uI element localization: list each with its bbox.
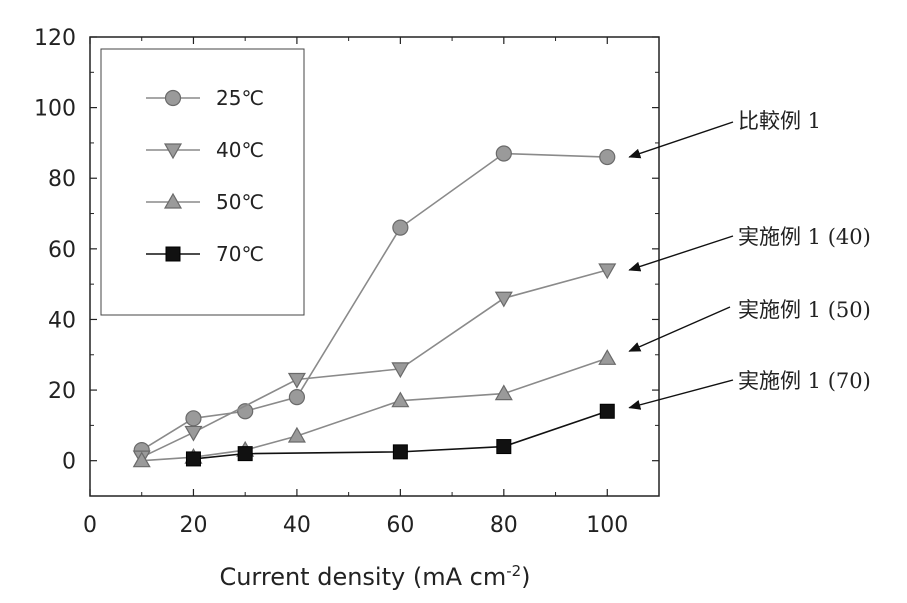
- data-point: [237, 446, 253, 462]
- data-point: [496, 439, 512, 455]
- x-tick-label: 0: [83, 513, 97, 538]
- y-tick-label: 120: [34, 26, 76, 51]
- data-point: [598, 263, 617, 280]
- annotation-arrow: [628, 235, 734, 272]
- annotation-label: 実施例 1 (50): [738, 298, 871, 322]
- series-2: [132, 349, 617, 468]
- series-line: [141, 269, 608, 458]
- x-tick-label: 40: [283, 513, 311, 538]
- y-tick-label: 80: [48, 167, 76, 192]
- y-tick-label: 40: [48, 308, 76, 333]
- data-point: [185, 451, 201, 467]
- series-3: [185, 403, 615, 467]
- data-point: [599, 403, 615, 419]
- legend-label: 40℃: [216, 138, 264, 162]
- legend-marker: [165, 246, 181, 262]
- data-point: [288, 389, 306, 406]
- legend-marker: [163, 143, 183, 160]
- axis-ticks: 0 20 40 60 80 100 0 20 40 60 80 100 120: [34, 26, 659, 538]
- data-point: [287, 372, 306, 389]
- annotation-label: 実施例 1 (70): [738, 369, 871, 393]
- legend: 25℃ 40℃ 50℃ 70℃: [100, 48, 305, 316]
- legend-label: 50℃: [216, 190, 264, 214]
- y-tick-label: 60: [48, 238, 76, 263]
- annotation-arrow: [628, 121, 734, 159]
- legend-box: [100, 48, 305, 316]
- legend-label: 70℃: [216, 242, 264, 266]
- annotation-arrow: [628, 306, 731, 352]
- x-tick-label: 100: [586, 513, 628, 538]
- x-axis-title-close: ): [521, 563, 530, 591]
- y-tick-label: 0: [62, 450, 76, 475]
- legend-marker: [164, 89, 182, 107]
- legend-marker: [163, 192, 183, 209]
- data-point: [598, 349, 617, 365]
- data-point: [184, 425, 203, 442]
- x-tick-label: 20: [179, 513, 207, 538]
- plot-frame: [89, 36, 660, 497]
- data-point: [391, 362, 410, 379]
- y-tick-label: 100: [34, 97, 76, 122]
- legend-label: 25℃: [216, 86, 264, 110]
- data-point: [287, 426, 306, 443]
- y-tick-label: 20: [48, 379, 76, 404]
- x-tick-label: 60: [386, 513, 414, 538]
- data-point: [132, 451, 151, 468]
- series-line: [141, 357, 608, 462]
- data-point: [392, 444, 408, 460]
- x-tick-label: 80: [490, 513, 518, 538]
- x-axis-title-text: Current density (mA cm: [219, 563, 506, 591]
- data-point: [494, 384, 513, 401]
- annotations: 比較例 1 実施例 1 (40) 実施例 1 (50) 実施例 1 (70): [628, 109, 871, 410]
- data-point: [494, 291, 513, 308]
- annotation-label: 比較例 1: [738, 109, 821, 133]
- data-point: [185, 410, 202, 427]
- data-point: [495, 145, 512, 162]
- data-point: [392, 219, 409, 236]
- x-axis-title: Current density (mA cm-2): [219, 562, 530, 591]
- data-point: [391, 391, 410, 408]
- x-axis-title-sup: -2: [506, 562, 521, 580]
- series-0: [133, 145, 616, 459]
- annotation-arrow: [628, 379, 734, 410]
- annotation-label: 実施例 1 (40): [738, 225, 871, 249]
- series-layer: [132, 145, 617, 468]
- data-point: [599, 148, 616, 166]
